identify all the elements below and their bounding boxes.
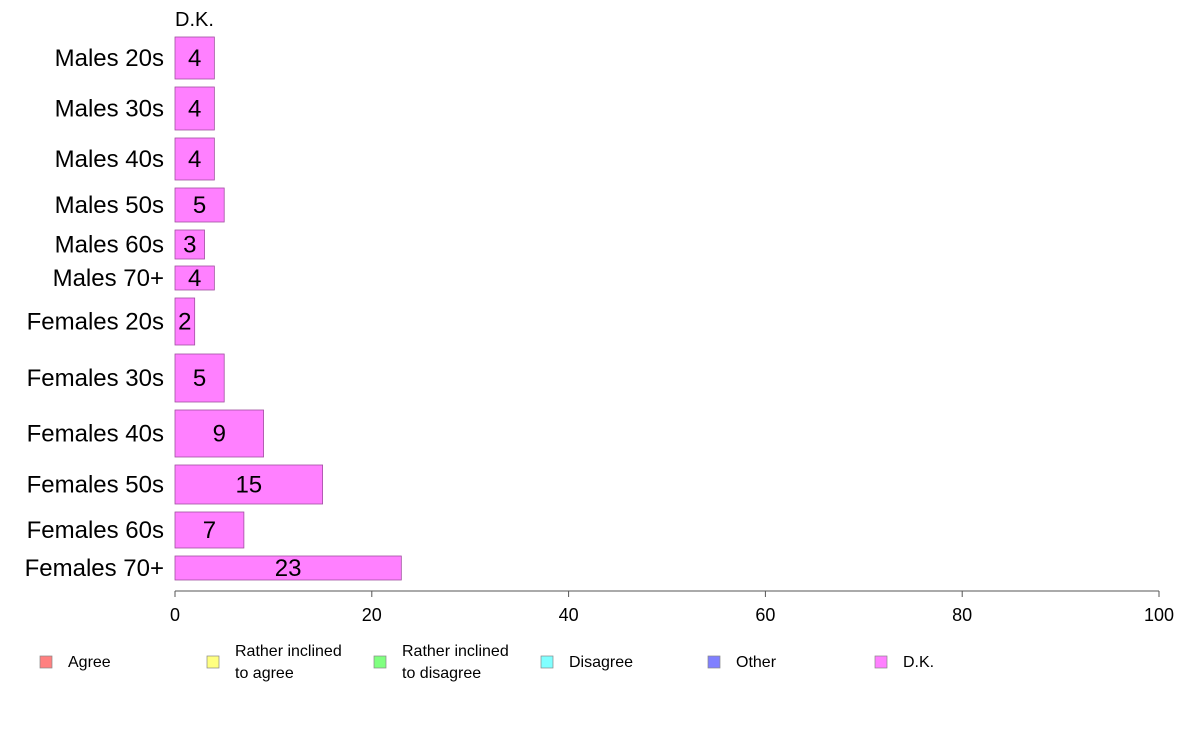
bar-value-label: 4 [188, 96, 201, 123]
category-label: Males 50s [55, 192, 164, 219]
category-label: Females 50s [27, 472, 164, 499]
bar-value-labels: 4 4 4 5 3 4 2 5 9 15 7 23 [178, 45, 301, 582]
legend-label: Rather inclined to agree [235, 643, 342, 682]
legend-swatch [874, 655, 888, 669]
bar-value-label: 4 [188, 45, 201, 72]
bar [174, 464, 324, 505]
bar [174, 511, 245, 549]
bar-value-label: 9 [213, 421, 226, 448]
category-label: Males 60s [55, 232, 164, 259]
legend-item: D.K. [874, 654, 934, 671]
category-label: Females 60s [27, 517, 164, 544]
legend-swatch [39, 655, 53, 669]
bar [174, 297, 196, 346]
legend-item: Rather inclined to disagree [373, 643, 509, 682]
bar [174, 187, 225, 223]
legend-label: D.K. [903, 654, 934, 671]
category-labels: Males 20s Males 30s Males 40s Males 50s Male… [25, 45, 164, 582]
category-label: Females 40s [27, 421, 164, 448]
bar-value-label: 5 [193, 192, 206, 219]
legend-swatch [373, 655, 387, 669]
bar-value-label: 4 [188, 146, 201, 173]
bar [174, 229, 205, 260]
x-tick-label: 60 [755, 605, 775, 625]
bar-value-label: 2 [178, 309, 191, 336]
legend-swatch [206, 655, 220, 669]
x-tick-label: 0 [170, 605, 180, 625]
x-tick-label: 80 [952, 605, 972, 625]
series-title: D.K. [175, 9, 214, 31]
legend-swatch [540, 655, 554, 669]
bar-value-label: 5 [193, 365, 206, 392]
bar-value-label: 7 [203, 517, 216, 544]
bar-value-label: 4 [188, 265, 201, 292]
bar [174, 409, 264, 458]
legend-item: Rather inclined to agree [206, 643, 342, 682]
legend-item: Agree [39, 654, 111, 671]
x-tick-label: 100 [1144, 605, 1174, 625]
bar [174, 265, 215, 291]
x-tick-label: 20 [362, 605, 382, 625]
category-label: Males 20s [55, 45, 164, 72]
legend-label: Other [736, 654, 777, 671]
legend-label: Rather inclined to disagree [402, 643, 509, 682]
bar-value-label: 23 [275, 555, 302, 582]
legend-label: Agree [68, 654, 111, 671]
legend-label: Disagree [569, 654, 633, 671]
category-label: Females 30s [27, 365, 164, 392]
bar [174, 36, 215, 80]
bar-value-label: 3 [183, 232, 196, 259]
legend-swatch [707, 655, 721, 669]
bar [174, 353, 225, 403]
category-label: Males 40s [55, 146, 164, 173]
x-tick-label: 40 [559, 605, 579, 625]
x-axis: 0 20 40 60 80 100 [170, 590, 1174, 625]
bar [174, 86, 215, 131]
bar [174, 137, 215, 181]
category-label: Females 20s [27, 309, 164, 336]
legend-item: Other [707, 654, 777, 671]
category-label: Females 70+ [25, 555, 164, 582]
legend-item: Disagree [540, 654, 633, 671]
legend: Agree Rather inclined to agree Rather incli… [39, 643, 934, 682]
bars [174, 36, 402, 581]
bar-value-label: 15 [235, 472, 262, 499]
category-label: Males 30s [55, 96, 164, 123]
category-label: Males 70+ [53, 265, 164, 292]
bar [174, 555, 402, 581]
